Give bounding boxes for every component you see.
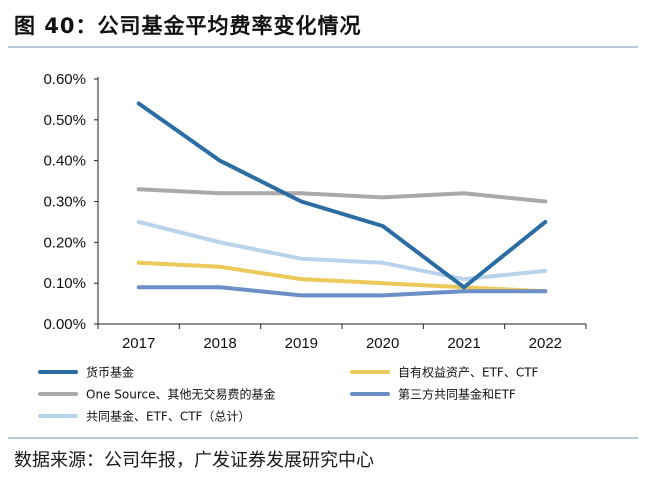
chart-legend: 货币基金 自有权益资产、ETF、CTF One Source、其他无交易费的基金 第三…	[38, 365, 539, 424]
series-line-2	[136, 187, 548, 204]
x-tick-label: 2022	[529, 335, 562, 352]
chart-axes: 0.00% 0.10% 0.20% 0.30% 0.40% 0.50% 0.60% 2017 2…	[43, 71, 587, 352]
x-tick-label: 2021	[447, 335, 480, 352]
y-tick-label: 0.40%	[43, 153, 86, 170]
title-divider	[8, 46, 638, 48]
y-tick-label: 0.00%	[43, 316, 86, 333]
y-tick-label: 0.10%	[43, 275, 86, 292]
series-line-0	[136, 101, 548, 290]
legend-label-0: 货币基金	[86, 365, 134, 380]
legend-label-4: 共同基金、ETF、CTF（总计）	[86, 409, 250, 424]
series-line-3	[136, 285, 548, 298]
x-tick-label: 2018	[203, 335, 236, 352]
y-tick-label: 0.50%	[43, 112, 86, 129]
legend-label-1: 自有权益资产、ETF、CTF	[398, 366, 539, 380]
y-tick-label: 0.20%	[43, 234, 86, 251]
x-tick-label: 2019	[285, 335, 318, 352]
x-tick-label: 2020	[366, 335, 399, 352]
chart-title: 图 40：公司基金平均费率变化情况	[14, 14, 362, 38]
y-tick-label: 0.60%	[43, 71, 86, 88]
x-tick-label: 2017	[122, 335, 155, 352]
data-source-note: 数据来源：公司年报，广发证券发展研究中心	[14, 450, 374, 471]
legend-label-3: 第三方共同基金和ETF	[398, 387, 516, 402]
series-line-1	[136, 260, 548, 294]
chart-series	[136, 101, 548, 298]
legend-label-2: One Source、其他无交易费的基金	[86, 387, 275, 402]
source-divider	[8, 437, 638, 439]
y-tick-label: 0.30%	[43, 194, 86, 211]
